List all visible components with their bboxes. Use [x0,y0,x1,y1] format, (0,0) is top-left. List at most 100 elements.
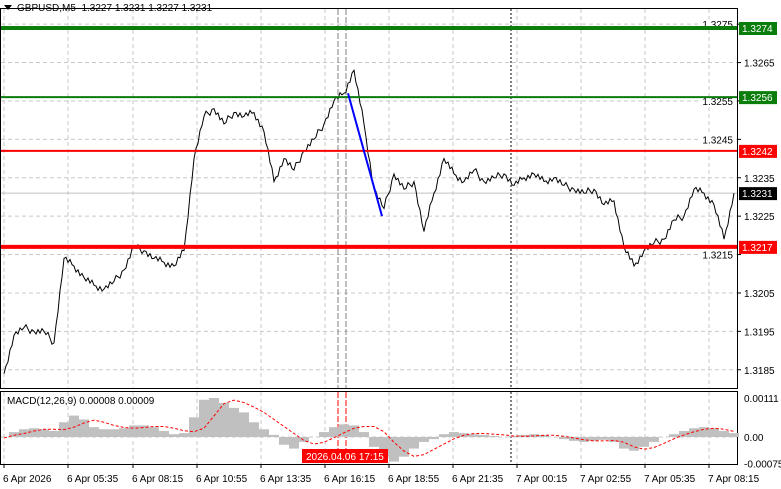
macd-histogram-bar [9,432,19,437]
level-badge-label: 1.3242 [742,147,773,158]
crosshair-time-label: 2026.04.06 17:15 [306,452,384,463]
macd-histogram-bar [639,437,649,447]
macd-histogram-bar [469,434,479,437]
chart-header: GBPUSD,M5 1.3227 1.3231 1.3227 1.3231 [4,3,212,14]
macd-histogram-bar [89,427,99,437]
macd-axis-label: -0.00075 [744,459,781,470]
macd-histogram-bar [609,437,619,442]
macd-histogram-bar [69,415,79,437]
macd-axis-label: 0.00 [744,433,764,444]
level-badge-label: 1.3256 [742,93,773,104]
macd-histogram-bar [629,437,639,451]
macd-histogram-bar [409,437,419,449]
macd-axis-label: 0.00111 [744,394,779,405]
price-axis-label: 1.3205 [744,289,775,300]
price-axis-label: 1.3255 [702,97,733,108]
macd-histogram-bar [299,437,309,442]
time-axis-label: 6 Apr 2026 [3,474,52,485]
time-axis-label: 6 Apr 18:55 [388,474,440,485]
level-badge [739,240,777,254]
level-badge [739,22,777,35]
macd-histogram-bar [209,398,219,437]
macd-histogram-bar [559,437,569,440]
price-axis-label: 1.3275 [702,20,733,31]
macd-histogram-bar [619,437,629,449]
macd-histogram-bar [669,434,679,437]
price-axis-label-bg [700,95,734,107]
macd-histogram-bar [119,428,129,437]
macd-histogram-bar [249,422,259,437]
dropdown-triangle-icon[interactable] [4,5,12,10]
time-axis-label: 6 Apr 08:15 [132,474,184,485]
macd-histogram-bar [509,435,519,437]
macd-histogram-bar [399,437,409,457]
macd-histogram-bar [169,434,179,437]
time-axis-label: 6 Apr 10:55 [196,474,248,485]
macd-histogram-bar [319,432,329,437]
price-axis-label: 1.3265 [744,59,775,70]
macd-histogram-bar [449,432,459,437]
time-axis-label: 6 Apr 13:35 [260,474,312,485]
macd-signal-line [3,399,735,457]
time-axis-label: 6 Apr 21:35 [452,474,504,485]
current-price-badge [739,187,777,201]
price-line [3,68,735,374]
macd-label: MACD(12,26,9) 0.00008 0.00009 [7,396,155,407]
macd-histogram-bar [719,431,729,437]
macd-histogram-bar [489,435,499,437]
macd-histogram-bar [229,407,239,437]
macd-histogram-bar [39,429,49,437]
price-axis-label: 1.3185 [744,366,775,377]
macd-histogram-bar [109,429,119,437]
macd-histogram-bar [649,437,659,442]
macd-histogram-bar [599,437,609,440]
macd-histogram-bar [339,424,349,437]
level-badge [739,91,777,105]
price-axis-label: 1.3195 [744,327,775,338]
macd-histogram-bar [389,437,399,462]
macd-histogram-bar [139,425,149,437]
macd-histogram-bar [709,428,719,437]
macd-histogram-bar [729,433,739,437]
price-axis-label-bg [700,19,734,31]
macd-histogram-bar [259,429,269,437]
macd-histogram-bar [419,437,429,442]
macd-histogram-bar [689,428,699,437]
price-axis-label: 1.3235 [744,174,775,185]
macd-histogram-bar [279,437,289,445]
ohlc-values: 1.3227 1.3231 1.3227 1.3231 [81,3,213,14]
macd-histogram-bar [479,434,489,437]
macd-histogram-bar [239,412,249,437]
level-badge [739,144,777,158]
macd-histogram-bar [439,434,449,437]
symbol-label: GBPUSD,M5 [17,3,76,14]
macd-histogram-bar [539,434,549,437]
level-badge-label: 1.3217 [742,243,773,254]
macd-histogram-bar [219,402,229,437]
macd-histogram-bar [49,431,59,437]
macd-histogram-bar [129,425,139,437]
macd-histogram-bar [149,427,159,437]
time-axis-label: 7 Apr 05:35 [644,474,696,485]
macd-histogram-bar [289,437,299,449]
macd-histogram-bar [159,431,169,437]
macd-histogram-bar [589,437,599,441]
main-chart-frame [0,8,738,389]
time-axis-label: 6 Apr 05:35 [67,474,119,485]
macd-histogram-bar [349,425,359,437]
macd-histogram-bar [379,437,389,457]
macd-histogram-bar [569,437,579,441]
crosshair-time-badge [302,449,388,463]
price-axis-label-bg [700,249,734,261]
level-badge-label: 1.3274 [742,24,773,35]
macd-histogram-bar [329,427,339,437]
macd-histogram-bar [579,437,589,442]
current-price-label: 1.3231 [742,189,773,200]
time-axis-label: 7 Apr 02:55 [580,474,632,485]
price-axis-label-bg [700,134,734,146]
macd-histogram-bar [199,399,209,437]
macd-histogram-bar [699,427,709,437]
macd-histogram-bar [369,437,379,447]
macd-histogram-bar [79,419,89,437]
